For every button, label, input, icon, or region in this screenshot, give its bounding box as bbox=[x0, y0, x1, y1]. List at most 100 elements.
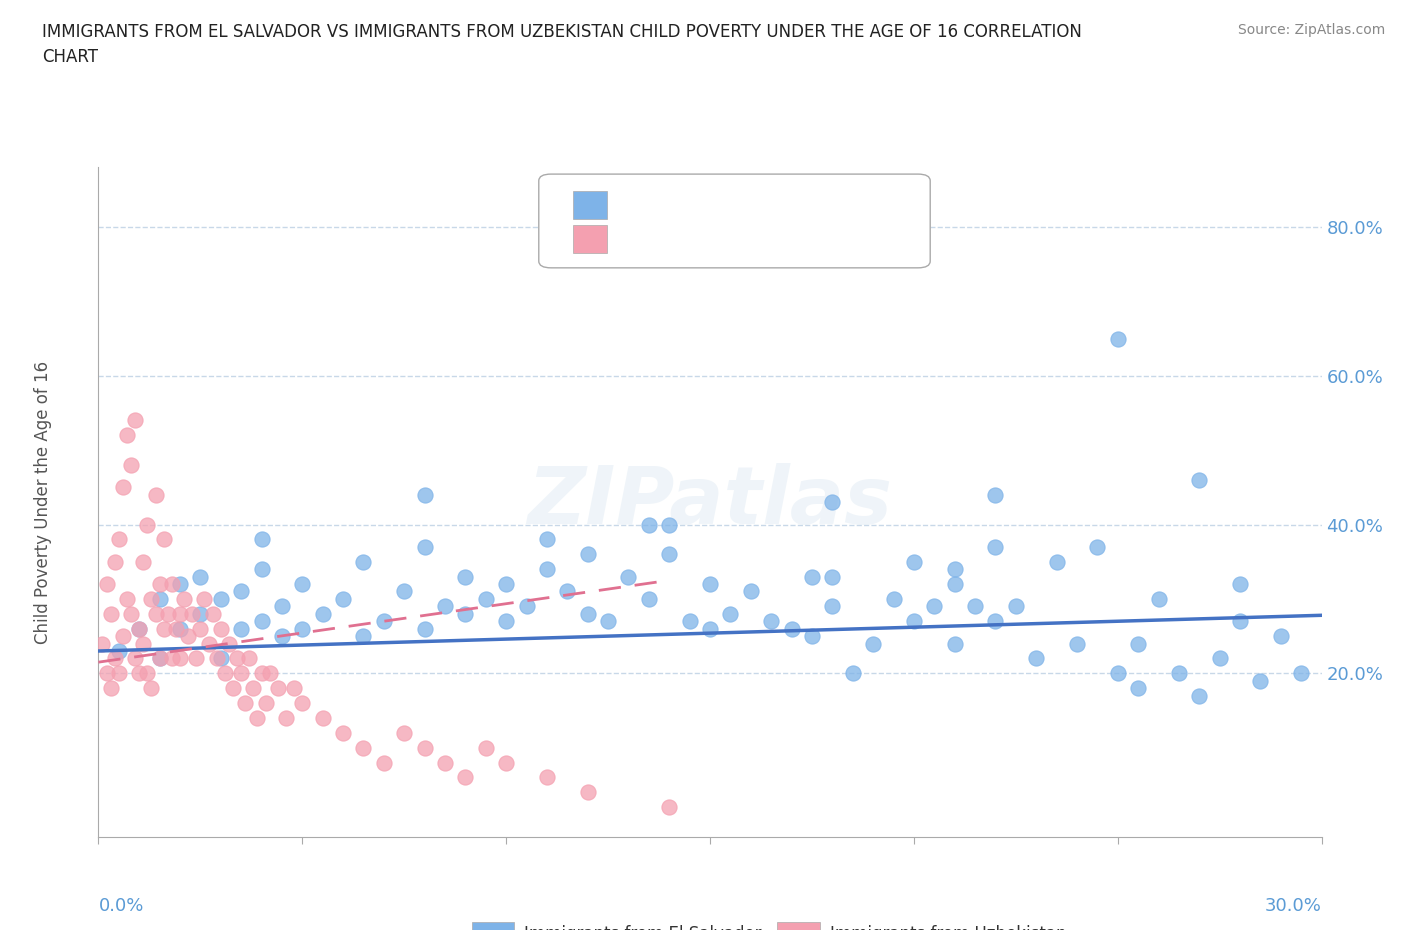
Point bbox=[291, 696, 314, 711]
Point bbox=[96, 577, 118, 591]
Point bbox=[246, 711, 269, 725]
Point bbox=[903, 614, 925, 629]
Point bbox=[699, 621, 721, 636]
Point bbox=[841, 666, 863, 681]
Point bbox=[165, 621, 187, 636]
Point bbox=[242, 681, 264, 696]
Point bbox=[1066, 636, 1088, 651]
Point bbox=[780, 621, 803, 636]
Point bbox=[222, 681, 245, 696]
Point bbox=[1128, 636, 1150, 651]
Point bbox=[104, 651, 127, 666]
Point bbox=[193, 591, 215, 606]
Point bbox=[536, 532, 558, 547]
Point bbox=[128, 621, 150, 636]
Point bbox=[149, 651, 172, 666]
Point bbox=[233, 696, 256, 711]
Point bbox=[96, 666, 118, 681]
Point bbox=[679, 614, 702, 629]
Text: 76: 76 bbox=[796, 230, 818, 247]
Point bbox=[188, 621, 212, 636]
Point bbox=[1147, 591, 1170, 606]
Point bbox=[740, 584, 762, 599]
Point bbox=[250, 532, 273, 547]
Point bbox=[186, 651, 208, 666]
Point bbox=[111, 480, 134, 495]
Text: 88: 88 bbox=[796, 196, 818, 214]
Point bbox=[250, 614, 273, 629]
Point bbox=[454, 770, 477, 785]
Point bbox=[152, 621, 174, 636]
Point bbox=[1004, 599, 1026, 614]
Point bbox=[1107, 331, 1129, 346]
Point bbox=[699, 577, 721, 591]
Point bbox=[160, 577, 183, 591]
Point bbox=[576, 606, 599, 621]
Text: 0.0%: 0.0% bbox=[98, 897, 143, 915]
Point bbox=[136, 666, 159, 681]
Text: 0.128: 0.128 bbox=[673, 196, 725, 214]
Point bbox=[821, 569, 844, 584]
Point bbox=[392, 584, 416, 599]
Point bbox=[291, 621, 314, 636]
Point bbox=[1188, 688, 1211, 703]
Point bbox=[965, 599, 987, 614]
Text: R =: R = bbox=[624, 196, 661, 214]
Point bbox=[637, 591, 661, 606]
Point bbox=[1188, 472, 1211, 487]
Point bbox=[352, 554, 374, 569]
Point bbox=[214, 666, 236, 681]
Point bbox=[413, 621, 436, 636]
Point bbox=[209, 591, 232, 606]
Point bbox=[270, 599, 294, 614]
Point bbox=[474, 740, 498, 755]
Point bbox=[100, 681, 122, 696]
Point bbox=[169, 606, 191, 621]
Point bbox=[761, 614, 783, 629]
Point bbox=[169, 651, 191, 666]
Point bbox=[312, 606, 335, 621]
Point bbox=[801, 629, 824, 644]
Point bbox=[124, 413, 146, 428]
Point bbox=[1291, 666, 1313, 681]
Point bbox=[862, 636, 884, 651]
Point bbox=[149, 591, 172, 606]
Point bbox=[218, 636, 240, 651]
Point bbox=[984, 539, 1007, 554]
Point bbox=[141, 591, 163, 606]
Point bbox=[169, 577, 191, 591]
Point bbox=[373, 755, 395, 770]
Point bbox=[536, 770, 558, 785]
Text: N =: N = bbox=[747, 230, 783, 247]
Text: 0.053: 0.053 bbox=[673, 230, 725, 247]
Point bbox=[226, 651, 249, 666]
Point bbox=[205, 651, 228, 666]
Point bbox=[1229, 577, 1251, 591]
Point bbox=[984, 487, 1007, 502]
Point bbox=[152, 532, 174, 547]
Text: ZIPatlas: ZIPatlas bbox=[527, 463, 893, 541]
Point bbox=[169, 621, 191, 636]
Text: R =: R = bbox=[624, 230, 661, 247]
Point bbox=[124, 651, 146, 666]
Point bbox=[1085, 539, 1108, 554]
Point bbox=[801, 569, 824, 584]
Point bbox=[413, 487, 436, 502]
Point bbox=[454, 606, 477, 621]
Point bbox=[91, 636, 114, 651]
Point bbox=[312, 711, 335, 725]
Point bbox=[1249, 673, 1271, 688]
Point bbox=[231, 584, 253, 599]
Point bbox=[108, 644, 131, 658]
Point bbox=[108, 532, 131, 547]
Point bbox=[104, 554, 127, 569]
Point bbox=[132, 554, 155, 569]
Point bbox=[145, 606, 167, 621]
Text: Child Poverty Under the Age of 16: Child Poverty Under the Age of 16 bbox=[34, 361, 52, 644]
Point bbox=[373, 614, 395, 629]
Point bbox=[141, 681, 163, 696]
Bar bbox=[574, 191, 607, 219]
Point bbox=[149, 651, 172, 666]
Point bbox=[922, 599, 945, 614]
Point bbox=[250, 562, 273, 577]
